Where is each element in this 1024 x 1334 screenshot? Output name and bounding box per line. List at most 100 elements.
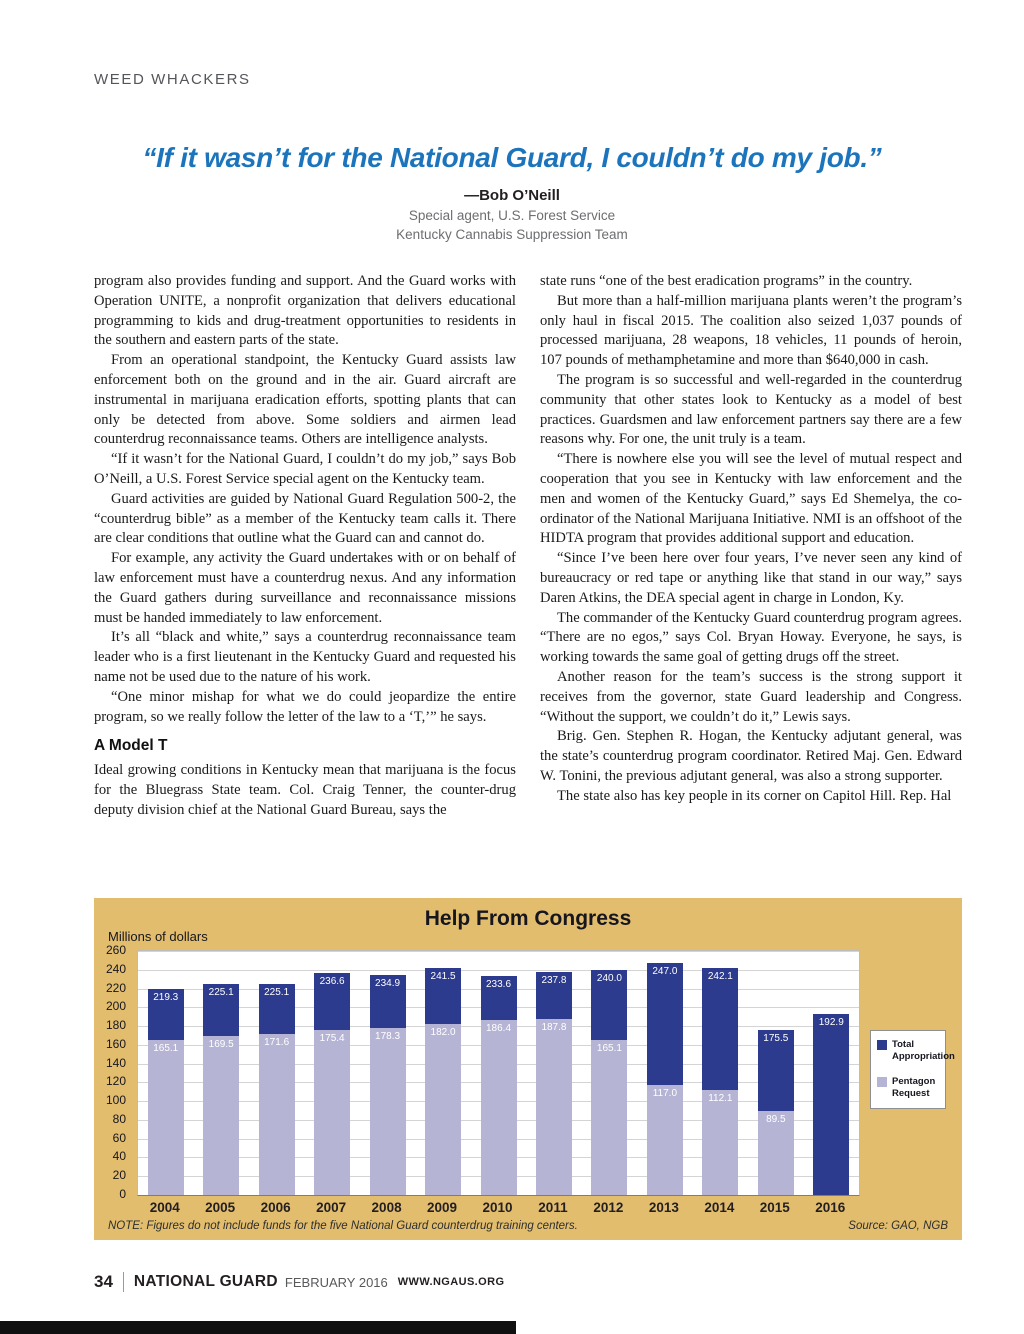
x-axis-year-label: 2012: [593, 1200, 624, 1215]
x-axis-year-label: 2011: [538, 1200, 568, 1215]
paragraph: “One minor mishap for what we do could j…: [94, 688, 516, 725]
bar-value-label: 192.9: [818, 1016, 844, 1028]
paragraph: Ideal growing conditions in Kentucky mea…: [94, 762, 516, 818]
y-tick-label: 80: [112, 1111, 126, 1126]
bar-pentagon-request: 175.4: [314, 1030, 351, 1195]
section-kicker: WEED WHACKERS: [94, 71, 251, 88]
bar-total-appropriation: 225.1 171.6: [258, 983, 295, 1195]
gridline: [138, 951, 859, 952]
bar-pentagon-request: 169.5: [203, 1035, 240, 1195]
paragraph: “There is nowhere else you will see the …: [540, 451, 962, 547]
bar-total-appropriation: 175.5 89.5: [757, 1030, 794, 1195]
legend-label: Pentagon Request: [892, 1075, 936, 1100]
bar-value-label: 225.1: [264, 986, 290, 998]
issue-date: FEBRUARY 2016: [284, 1274, 388, 1290]
paragraph: The state also has key people in its cor…: [557, 787, 952, 804]
y-tick-label: 0: [119, 1187, 126, 1201]
bar-value-label: 89.5: [766, 1114, 786, 1126]
x-axis-year-label: 2016: [815, 1200, 846, 1215]
bar-pentagon-request: 178.3: [369, 1027, 406, 1195]
chart-panel: Help From Congress Millions of dollars 0…: [94, 898, 962, 1240]
bar-value-label: 240.0: [596, 972, 622, 984]
chart-title: Help From Congress: [424, 907, 632, 930]
pull-quote: “If it wasn’t for the National Guard, I …: [142, 142, 882, 173]
bar-pentagon-request: 186.4: [480, 1020, 517, 1195]
legend-label: Total Appropriation: [892, 1039, 955, 1063]
paragraph: Guard activities are guided by National …: [94, 490, 516, 547]
bar-total-appropriation: 225.1 169.5: [203, 983, 240, 1195]
x-axis-year-label: 2014: [704, 1200, 735, 1215]
legend-item: Pentagon Request: [877, 1076, 939, 1101]
bar-value-label: 186.4: [485, 1023, 512, 1035]
paragraph: From an operational standpoint, the Kent…: [94, 352, 516, 448]
y-tick-label: 20: [112, 1168, 126, 1183]
page-number: 34: [94, 1272, 113, 1291]
subhead: A Model T: [94, 737, 168, 755]
quote-attribution-role: Special agent, U.S. Forest Service: [408, 208, 616, 223]
bar-pentagon-request: 117.0: [646, 1085, 683, 1195]
bar-value-label: 112.1: [708, 1092, 733, 1104]
bar-value-label: 165.1: [153, 1043, 179, 1055]
bar-value-label: 171.6: [264, 1036, 290, 1048]
x-axis-year-label: 2006: [260, 1200, 291, 1215]
paragraph: The program is so successful and well-re…: [540, 371, 962, 448]
y-tick-label: 220: [105, 980, 126, 995]
y-tick-label: 140: [105, 1055, 126, 1070]
bar-total-appropriation: 237.8 187.8: [535, 971, 572, 1195]
website-url: WWW.NGAUS.ORG: [397, 1276, 505, 1288]
bar-value-label: 219.3: [153, 992, 179, 1004]
left-column: program also provides funding and suppor…: [94, 272, 516, 892]
bar-total-appropriation: 219.3 165.1: [147, 989, 184, 1195]
y-tick-label: 40: [112, 1149, 126, 1164]
footer-divider: [122, 1272, 124, 1292]
bar-total-appropriation: 247.0 117.0: [646, 963, 683, 1195]
y-tick-label: 180: [105, 1018, 126, 1033]
bar-pentagon-request: 165.1: [147, 1040, 184, 1195]
paragraph: It’s all “black and white,” says a count…: [94, 629, 516, 685]
bar-value-label: 236.6: [319, 975, 345, 987]
bar-value-label: 165.1: [596, 1043, 622, 1055]
bar-value-label: 175.5: [763, 1033, 789, 1045]
paragraph: Brig. Gen. Stephen R. Hogan, the Kentuck…: [540, 728, 962, 784]
bar-value-label: 178.3: [375, 1030, 401, 1042]
bar-pentagon-request: 165.1: [591, 1040, 628, 1195]
legend-swatch: [877, 1040, 887, 1050]
paragraph: But more than a half-million marijuana p…: [540, 292, 962, 369]
x-axis-year-label: 2008: [371, 1200, 402, 1215]
paragraph: state runs “one of the best eradication …: [540, 273, 913, 289]
y-axis-ticks: 0 20 40 60 80 100 120 140 160 180 200 220 240 260: [94, 943, 131, 1201]
paragraph: Another reason for the team’s success is…: [540, 668, 962, 725]
left-column-top: program also provides funding and suppor…: [94, 272, 516, 727]
bar-total-appropriation: 233.6 186.4: [480, 975, 517, 1195]
quote-attribution: —Bob O’Neill: [464, 187, 560, 204]
gridline: [138, 969, 859, 971]
bar-value-label: 187.8: [541, 1021, 567, 1033]
x-axis-year-label: 2013: [648, 1200, 679, 1215]
bar-value-label: 234.9: [375, 977, 401, 989]
bar-value-label: 182.0: [430, 1027, 456, 1039]
y-tick-label: 120: [105, 1074, 126, 1089]
y-tick-label: 100: [105, 1093, 126, 1108]
bar-total-appropriation: 234.9 178.3: [369, 974, 406, 1195]
bar-pentagon-request: 182.0: [425, 1024, 462, 1195]
pull-quote-block: “If it wasn’t for the National Guard, I …: [0, 142, 1024, 242]
page-footer: 34 NATIONAL GUARD FEBRUARY 2016 WWW.NGAU…: [94, 1272, 504, 1292]
x-axis-year-label: 2004: [149, 1200, 180, 1215]
bar-pentagon-request: 89.5: [757, 1111, 794, 1195]
y-tick-label: 160: [105, 1036, 126, 1051]
paragraph: “Since I’ve been here over four years, I…: [540, 550, 962, 606]
y-tick-label: 200: [105, 999, 126, 1014]
bar-value-label: 225.1: [208, 986, 234, 998]
chart-legend: Total Appropriation Pentagon Request: [870, 1030, 955, 1110]
chart-source: Source: GAO, NGB: [848, 1220, 948, 1232]
paragraph: For example, any activity the Guard unde…: [94, 550, 516, 626]
bar-total-appropriation: 241.5 182.0: [425, 968, 462, 1195]
bar-pentagon-request: 171.6: [258, 1033, 295, 1195]
x-axis-year-label: 2010: [482, 1200, 513, 1215]
bar-total-appropriation: 236.6 175.4: [314, 972, 351, 1195]
bar-total-appropriation: 240.0 165.1: [591, 969, 628, 1195]
bar-total-appropriation: 242.1 112.1: [702, 967, 739, 1195]
legend-item: Total Appropriation: [877, 1039, 955, 1064]
x-axis-year-label: 2005: [205, 1200, 236, 1215]
